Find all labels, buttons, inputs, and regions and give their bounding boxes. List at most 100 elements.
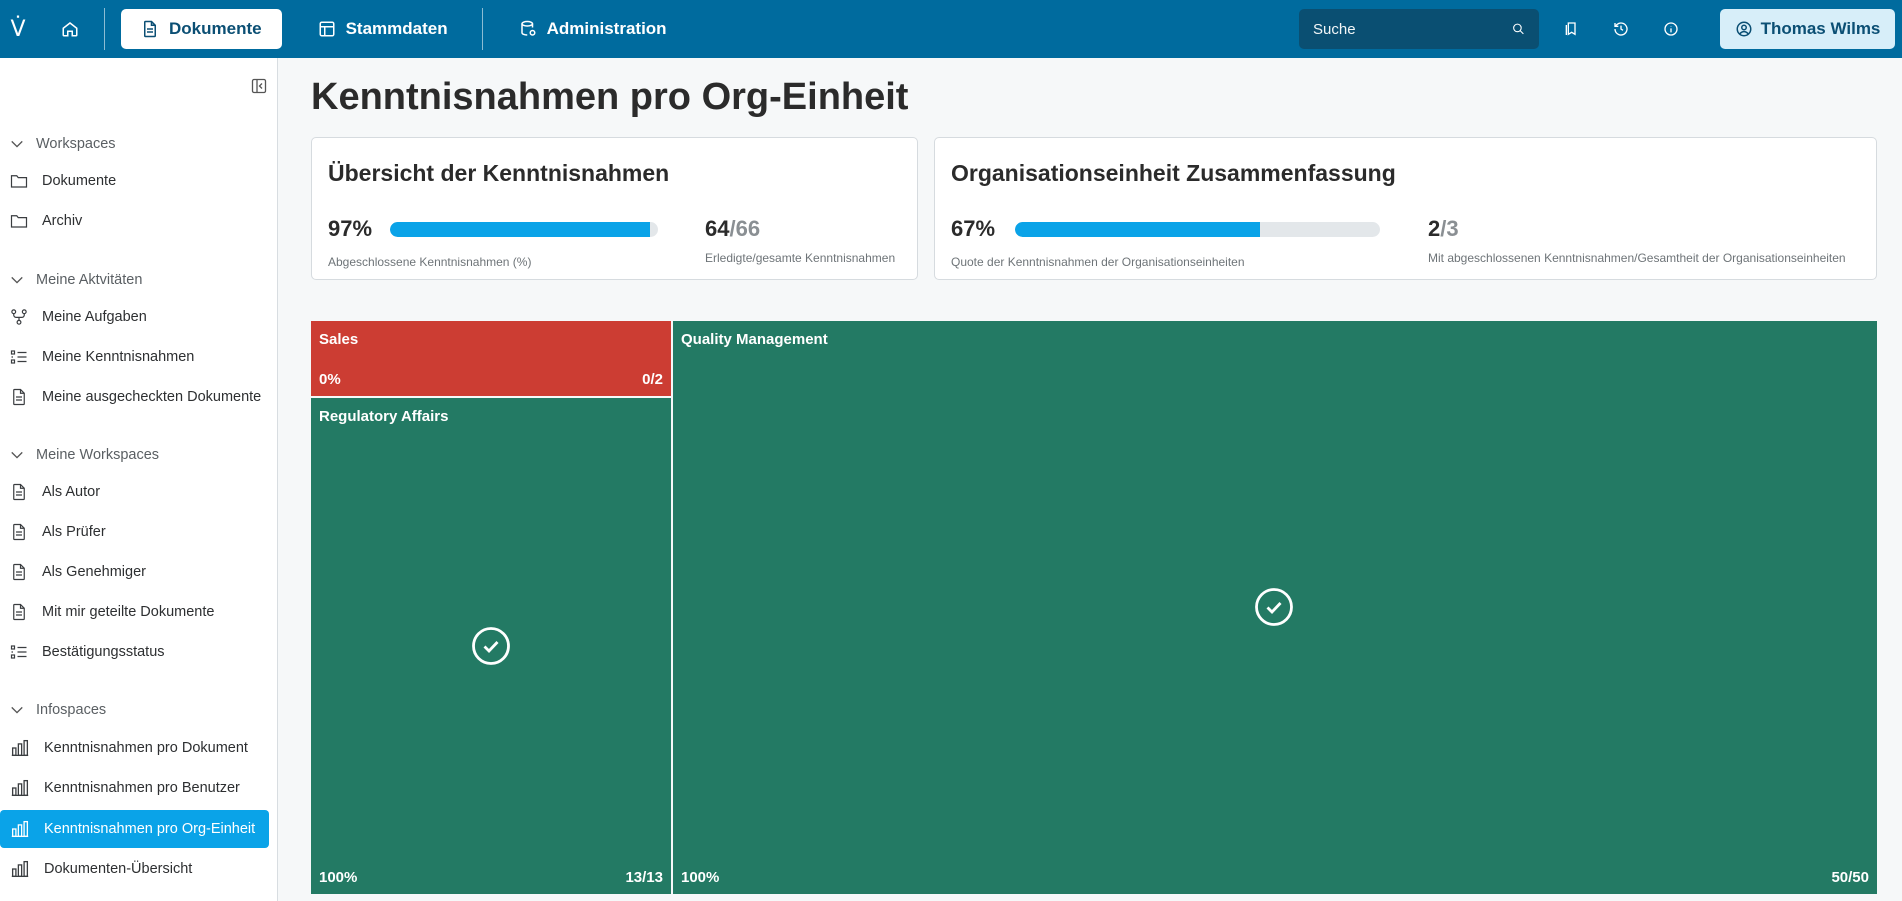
tile-name: Sales [319, 331, 359, 348]
divider [481, 8, 483, 50]
completion-percent: 97% [328, 216, 373, 241]
sidebar-item-label: Meine ausgecheckten Dokumente [42, 389, 262, 405]
sidebar-item-pro-dokument[interactable]: Kenntnisnahmen pro Dokument [0, 729, 269, 767]
bookmarks-button[interactable] [1559, 17, 1583, 41]
tile-name: Quality Management [681, 331, 828, 348]
ratio-total: /66 [729, 216, 761, 241]
ratio-done: 2 [1428, 216, 1441, 241]
section-meine-aktivitaeten[interactable]: Meine Aktvitäten [10, 268, 142, 292]
nav-stammdaten-label: Stammdaten [345, 19, 448, 38]
section-infospaces[interactable]: Infospaces [10, 698, 106, 722]
nav-dokumente-label: Dokumente [169, 19, 262, 38]
user-menu-button[interactable]: Thomas Wilms [1720, 9, 1895, 49]
bar-chart-icon [11, 860, 29, 878]
sidebar-item-label: Meine Kenntnisnahmen [42, 349, 195, 365]
section-workspaces[interactable]: Workspaces [10, 132, 116, 156]
list-icon [10, 350, 27, 364]
chevron-down-icon [11, 451, 23, 459]
progress-fill [1015, 222, 1260, 237]
sidebar-item-pro-benutzer[interactable]: Kenntnisnahmen pro Benutzer [0, 769, 269, 807]
bar-chart-icon [11, 779, 29, 797]
sidebar-item-als-autor[interactable]: Als Autor [0, 473, 269, 511]
completion-ratio-label: Erledigte/gesamte Kenntnisnahmen [705, 251, 896, 265]
section-title: Meine Aktvitäten [36, 272, 143, 288]
app-logo[interactable]: V̇ [0, 0, 36, 58]
completion-percent-label: Abgeschlossene Kenntnisnahmen (%) [328, 255, 532, 269]
completion-progress-bar [390, 222, 658, 237]
nav-administration-label: Administration [546, 19, 667, 38]
sidebar-item-label: Kenntnisnahmen pro Benutzer [44, 780, 240, 796]
chevron-down-icon [11, 276, 23, 284]
sidebar-item-ausgecheckte-dokumente[interactable]: Meine ausgecheckten Dokumente [0, 378, 269, 416]
progress-fill [390, 222, 650, 237]
workflow-icon [11, 309, 27, 325]
org-summary-card: Organisationseinheit Zusammenfassung 67%… [934, 137, 1877, 280]
chevron-down-icon [11, 706, 23, 714]
overview-card: Übersicht der Kenntnisnahmen 97% Abgesch… [311, 137, 918, 280]
tile-percent: 100% [319, 869, 358, 886]
sidebar-item-bestaetigungsstatus[interactable]: Bestätigungsstatus [0, 633, 269, 671]
section-title: Meine Workspaces [36, 447, 160, 463]
sidebar-item-geteilte-dokumente[interactable]: Mit mir geteilte Dokumente [0, 593, 269, 631]
file-text-icon [13, 483, 25, 501]
history-icon [1614, 22, 1628, 36]
bar-chart-icon [11, 820, 29, 838]
top-bar: V̇ Dokumente Stammdaten Administration T… [0, 0, 1902, 58]
nav-administration[interactable]: Administration [499, 9, 687, 49]
sidebar-item-dokumente[interactable]: Dokumente [0, 162, 269, 200]
sidebar-item-label: Kenntnisnahmen pro Dokument [44, 740, 248, 756]
info-icon [1664, 22, 1678, 36]
logo-text: V̇ [10, 16, 26, 42]
search-icon[interactable] [1512, 19, 1525, 39]
tile-ratio: 13/13 [625, 869, 663, 886]
document-icon [144, 20, 156, 38]
org-percent: 67% [951, 216, 996, 241]
user-circle-icon [1736, 21, 1752, 37]
sidebar-item-pro-org-einheit[interactable]: Kenntnisnahmen pro Org-Einheit [0, 810, 269, 848]
check-circle-icon [1255, 588, 1293, 626]
search-input[interactable] [1313, 20, 1512, 38]
nav-dokumente[interactable]: Dokumente [121, 9, 282, 49]
bar-chart-icon [11, 739, 29, 757]
file-text-icon [13, 603, 25, 621]
sidebar-item-meine-aufgaben[interactable]: Meine Aufgaben [0, 298, 269, 336]
chevron-down-icon [11, 140, 23, 148]
treemap-tile-regulatory-affairs[interactable]: Regulatory Affairs 100% 13/13 [311, 398, 671, 894]
divider [104, 8, 105, 50]
section-title: Infospaces [36, 702, 107, 718]
check-circle-icon [472, 627, 510, 665]
org-ratio-label: Mit abgeschlossenen Kenntnisnahmen/Gesam… [1428, 251, 1846, 265]
nav-stammdaten[interactable]: Stammdaten [298, 9, 468, 49]
card-title: Übersicht der Kenntnisnahmen [328, 160, 670, 186]
list-icon [10, 645, 27, 659]
sidebar-item-archiv[interactable]: Archiv [0, 202, 269, 240]
sidebar-item-label: Meine Aufgaben [42, 309, 147, 325]
sidebar-item-dokumenten-uebersicht[interactable]: Dokumenten-Übersicht [0, 850, 269, 888]
sidebar-item-label: Dokumenten-Übersicht [44, 861, 193, 877]
home-icon [62, 22, 78, 37]
sidebar-item-label: Bestätigungsstatus [42, 644, 165, 660]
sidebar-item-als-genehmiger[interactable]: Als Genehmiger [0, 553, 269, 591]
sidebar-item-label: Archiv [42, 213, 83, 229]
sidebar-item-als-pruefer[interactable]: Als Prüfer [0, 513, 269, 551]
sidebar-item-label: Als Prüfer [42, 524, 106, 540]
home-button[interactable] [46, 0, 94, 58]
file-text-icon [13, 563, 25, 581]
user-name: Thomas Wilms [1760, 19, 1881, 38]
collapse-sidebar-icon[interactable] [251, 78, 267, 94]
search-box [1299, 9, 1539, 49]
ratio-total: /3 [1440, 216, 1459, 241]
info-button[interactable] [1659, 17, 1683, 41]
tile-ratio: 50/50 [1831, 869, 1869, 886]
database-gear-icon [520, 20, 536, 36]
org-ratio: 2/3 [1428, 216, 1459, 242]
section-meine-workspaces[interactable]: Meine Workspaces [10, 443, 159, 467]
treemap-tile-quality-management[interactable]: Quality Management 100% 50/50 [673, 321, 1877, 894]
tile-ratio: 0/2 [642, 371, 663, 388]
bookmarks-icon [1565, 22, 1576, 36]
file-text-icon [13, 523, 25, 541]
sidebar-item-meine-kenntnisnahmen[interactable]: Meine Kenntnisnahmen [0, 338, 269, 376]
treemap-tile-sales[interactable]: Sales 0% 0/2 [311, 321, 671, 396]
history-button[interactable] [1609, 17, 1633, 41]
sidebar-item-label: Kenntnisnahmen pro Org-Einheit [44, 821, 256, 837]
